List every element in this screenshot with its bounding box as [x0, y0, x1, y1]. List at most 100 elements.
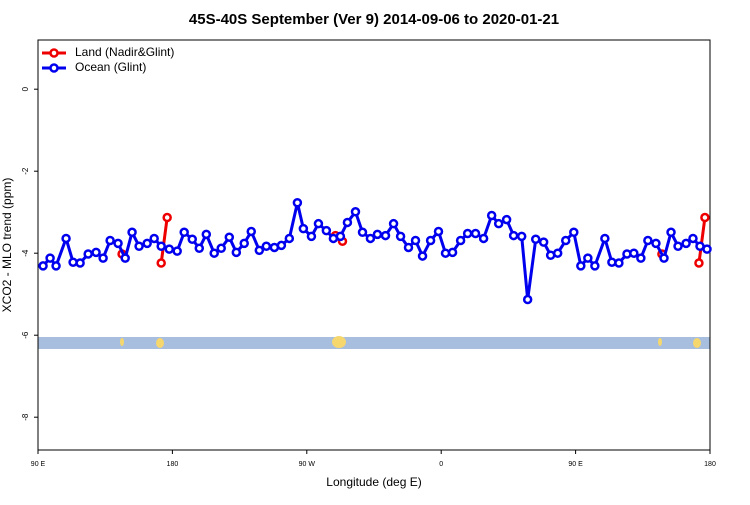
land-strip [693, 338, 701, 348]
point [306, 231, 317, 242]
y-tick-label: 0 [21, 86, 30, 91]
point [688, 233, 698, 244]
point [501, 214, 512, 225]
y-tick-label: -8 [21, 413, 30, 421]
point [239, 238, 249, 249]
point [666, 227, 676, 238]
point [292, 198, 303, 208]
point [142, 238, 152, 249]
point [614, 258, 624, 268]
point [522, 294, 533, 305]
point [321, 225, 332, 236]
point [493, 218, 504, 229]
point [643, 235, 653, 246]
point [254, 245, 265, 256]
point [156, 241, 166, 251]
point [447, 247, 458, 258]
point [576, 261, 586, 271]
legend-marker [49, 63, 59, 73]
point [313, 218, 324, 229]
point [45, 253, 55, 263]
point [636, 253, 646, 263]
point [91, 247, 101, 258]
point [365, 233, 376, 244]
point [120, 253, 130, 263]
legend-label: Ocean (Glint) [75, 60, 146, 74]
point [560, 235, 571, 246]
point [162, 212, 172, 223]
point [284, 233, 295, 244]
point [194, 243, 205, 254]
point [681, 238, 691, 249]
point [224, 232, 235, 242]
point [462, 228, 473, 239]
x-tick-label: 90 E [31, 461, 46, 468]
point [486, 210, 497, 221]
point [276, 240, 287, 251]
point [187, 234, 198, 245]
point [357, 227, 368, 238]
point [600, 233, 610, 244]
point [410, 235, 421, 246]
y-tick-label: -4 [21, 249, 30, 257]
point [172, 246, 182, 256]
x-axis-label: Longitude (deg E) [326, 475, 421, 489]
x-tick-label: 90 W [299, 461, 316, 468]
point [209, 248, 219, 258]
land-strip [658, 338, 662, 346]
point [164, 244, 175, 254]
land-strip [120, 338, 124, 346]
point [700, 212, 710, 223]
point [246, 226, 256, 237]
legend-marker [49, 48, 59, 58]
point [629, 248, 639, 258]
y-tick-label: -2 [21, 167, 30, 175]
point [261, 241, 272, 251]
point [425, 235, 436, 246]
point [694, 258, 704, 268]
point [659, 253, 669, 263]
x-tick-label: 180 [704, 461, 716, 468]
point [149, 233, 159, 244]
y-axis-label: XCO2 - MLO trend (ppm) [0, 178, 14, 313]
point [380, 230, 391, 241]
point [113, 238, 123, 249]
series-line [697, 217, 707, 264]
point [470, 228, 481, 239]
x-tick-label: 0 [439, 461, 443, 468]
point [342, 217, 353, 228]
point [583, 253, 593, 263]
point [156, 258, 166, 268]
point [216, 243, 226, 254]
point [350, 207, 361, 217]
point [134, 241, 144, 251]
point [530, 234, 541, 245]
point [388, 218, 399, 229]
point [455, 235, 466, 246]
point [335, 231, 346, 242]
point [538, 237, 549, 247]
plot-frame [37, 39, 711, 451]
point [552, 248, 563, 258]
point [61, 233, 71, 244]
point [569, 227, 579, 238]
point [403, 242, 414, 253]
point [372, 229, 383, 240]
point [298, 223, 309, 234]
series-line [41, 202, 708, 300]
point [127, 227, 137, 238]
point [105, 235, 115, 246]
land-strip [332, 336, 346, 348]
legend-label: Land (Nadir&Glint) [75, 45, 174, 59]
point [673, 241, 683, 251]
y-tick-label: -6 [21, 331, 30, 339]
point [51, 261, 61, 271]
point [395, 231, 406, 242]
point [75, 258, 85, 268]
point [508, 230, 519, 241]
point [651, 238, 661, 249]
x-tick-label: 180 [167, 461, 179, 468]
point [417, 251, 428, 261]
